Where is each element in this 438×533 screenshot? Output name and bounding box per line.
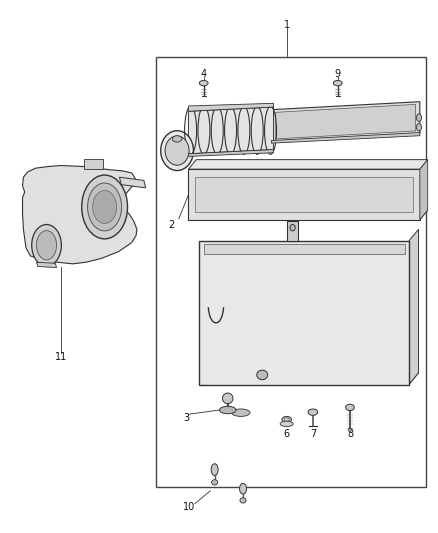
Ellipse shape [92, 190, 117, 223]
Polygon shape [276, 104, 416, 139]
Ellipse shape [417, 124, 422, 131]
Bar [204, 244, 405, 254]
Ellipse shape [280, 421, 293, 426]
Polygon shape [287, 221, 298, 241]
Polygon shape [409, 229, 419, 384]
Ellipse shape [211, 464, 218, 475]
Ellipse shape [257, 370, 268, 379]
Text: 8: 8 [347, 429, 353, 439]
Ellipse shape [282, 416, 291, 423]
Text: 6: 6 [284, 429, 290, 439]
Ellipse shape [219, 406, 236, 414]
Polygon shape [22, 165, 137, 264]
Polygon shape [188, 210, 427, 220]
Ellipse shape [240, 498, 246, 503]
Ellipse shape [81, 175, 127, 239]
Polygon shape [272, 133, 420, 143]
Ellipse shape [161, 131, 194, 171]
Polygon shape [188, 103, 274, 111]
Text: 5: 5 [161, 140, 168, 150]
Text: 4: 4 [201, 69, 207, 79]
Ellipse shape [165, 136, 189, 165]
Bar [195, 177, 413, 212]
Polygon shape [188, 150, 274, 157]
Bar [199, 241, 409, 384]
Polygon shape [272, 102, 420, 142]
Ellipse shape [199, 80, 208, 86]
Polygon shape [188, 107, 274, 154]
Ellipse shape [417, 114, 422, 122]
Text: 7: 7 [310, 429, 316, 439]
Ellipse shape [223, 393, 233, 403]
Text: 10: 10 [183, 502, 195, 512]
Ellipse shape [240, 483, 247, 494]
Text: 3: 3 [183, 413, 189, 423]
Ellipse shape [346, 404, 354, 410]
Text: 2: 2 [169, 220, 175, 230]
Bar [155, 56, 426, 487]
Polygon shape [420, 160, 427, 220]
Polygon shape [199, 373, 419, 384]
Text: 11: 11 [55, 352, 67, 362]
Polygon shape [348, 429, 352, 433]
Ellipse shape [212, 480, 218, 485]
Ellipse shape [32, 224, 61, 266]
Ellipse shape [308, 409, 318, 415]
Polygon shape [188, 160, 427, 169]
Ellipse shape [290, 224, 295, 231]
Ellipse shape [333, 80, 342, 86]
Ellipse shape [172, 136, 182, 142]
Text: 9: 9 [335, 69, 341, 79]
Bar [188, 169, 420, 220]
Polygon shape [120, 177, 146, 188]
Ellipse shape [88, 183, 122, 231]
Bar [84, 159, 103, 168]
Polygon shape [36, 262, 57, 268]
Ellipse shape [232, 409, 250, 416]
Text: 1: 1 [284, 20, 290, 30]
Ellipse shape [36, 231, 57, 260]
